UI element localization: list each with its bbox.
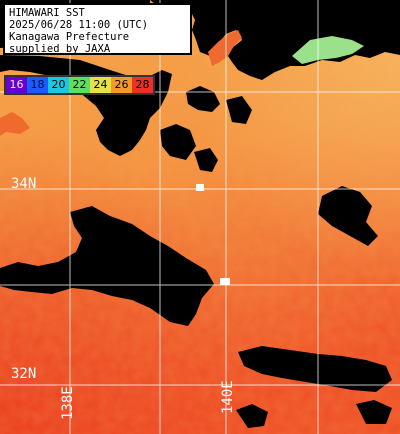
cool-coastal-water <box>292 36 364 64</box>
scale-label-20: 20 <box>48 77 69 93</box>
lat-label-34n: 34N <box>11 176 37 192</box>
info-datetime: 2025/06/28 11:00 (UTC) <box>9 19 149 31</box>
island-cluster-2 <box>194 148 218 172</box>
lon-label-138e: 138E <box>60 386 76 420</box>
scale-label-18: 18 <box>27 77 48 93</box>
scale-label-24: 24 <box>90 77 111 93</box>
island-small-2 <box>220 278 230 285</box>
warm-inlet-left <box>0 112 30 136</box>
scale-label-26: 26 <box>111 77 132 93</box>
cloud-mask-east <box>318 186 378 246</box>
info-title: HIMAWARI SST <box>9 7 85 19</box>
cloud-mask-southeast <box>238 346 392 392</box>
cloud-mask-south <box>236 404 268 428</box>
island-small-1 <box>196 184 204 191</box>
island-cluster-3 <box>226 96 252 124</box>
scale-label-16: 16 <box>6 77 27 93</box>
bay-warm-patch <box>208 30 242 66</box>
scale-label-22: 22 <box>69 77 90 93</box>
temperature-scale: 16 18 20 22 24 26 28 <box>4 75 155 95</box>
lon-label-140e: 140E <box>220 380 236 414</box>
info-region: Kanagawa Prefecture <box>9 31 130 43</box>
lat-label-32n: 32N <box>11 366 37 382</box>
island-cluster-1 <box>160 124 196 160</box>
scale-label-28: 28 <box>132 77 153 93</box>
honshu-coast <box>150 0 400 80</box>
cloud-mask-south2 <box>356 400 392 424</box>
info-box: HIMAWARI SST 2025/06/28 11:00 (UTC) Kana… <box>3 3 192 55</box>
info-supplier: supplied by JAXA <box>9 43 111 55</box>
